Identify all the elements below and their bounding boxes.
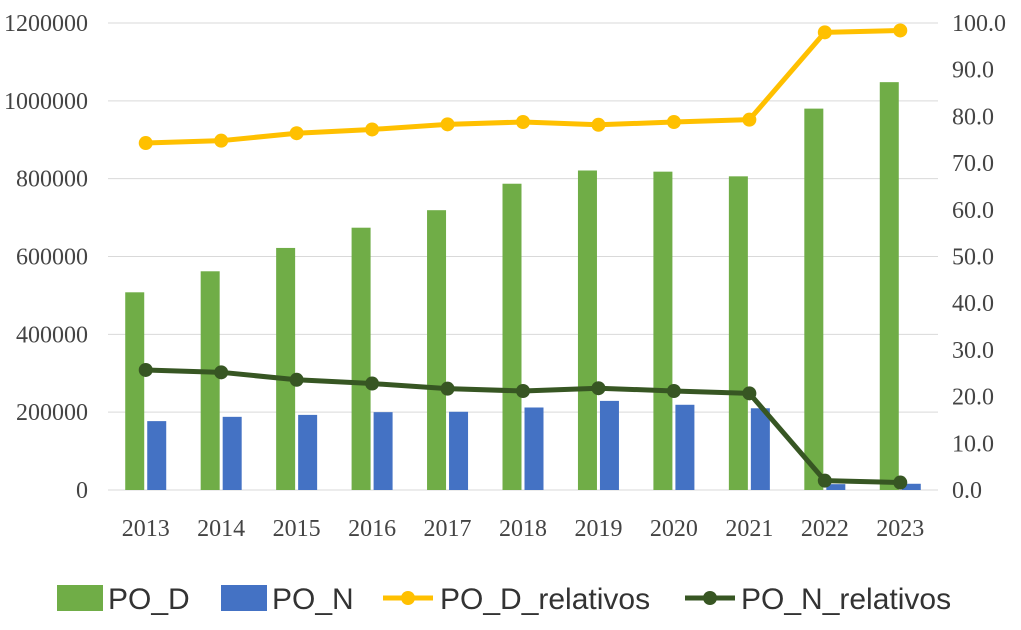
point-po-d-relativos (893, 23, 908, 38)
x-axis-ticks: 2013 2014 2015 2016 2017 2018 2019 2020 2021 2022… (122, 516, 925, 542)
x-tick-label: 2020 (650, 516, 698, 542)
gridlines (108, 22, 938, 491)
x-tick-label: 2017 (424, 516, 472, 542)
point-po-d-relativos (289, 126, 304, 141)
left-axis-ticks: 0 200000 400000 600000 800000 1000000 1200000 (4, 11, 88, 504)
x-tick-label: 2022 (801, 516, 849, 542)
right-tick-label: 30.0 (952, 338, 994, 364)
point-po-n-relativos (289, 372, 304, 387)
bar-po-n (449, 411, 469, 490)
bar-po-d (276, 247, 296, 490)
point-po-d-relativos (516, 115, 530, 130)
bar-po-d (502, 183, 522, 490)
bar-po-n (750, 408, 770, 490)
right-tick-label: 80.0 (952, 104, 994, 130)
point-po-n-relativos (893, 475, 908, 490)
lines (138, 23, 908, 490)
point-po-d-relativos (742, 112, 757, 127)
bar-po-n (826, 484, 846, 490)
point-po-n-relativos (516, 383, 530, 398)
point-po-n-relativos (214, 365, 229, 380)
bars (125, 82, 921, 491)
point-po-n-relativos (742, 386, 757, 401)
point-po-n-relativos (365, 376, 380, 391)
bar-po-d (125, 292, 145, 490)
right-tick-label: 90.0 (952, 58, 994, 84)
point-po-d-relativos (440, 117, 455, 132)
right-axis-ticks: 0.0 10.0 20.0 30.0 40.0 50.0 60.0 70.0 80.0 90.0 1… (952, 11, 1006, 504)
point-po-n-relativos (666, 383, 681, 398)
legend-label-po-n-relativos: PO_N_relativos (741, 583, 951, 616)
left-tick-label: 200000 (16, 400, 88, 426)
legend-label-po-n: PO_N (272, 583, 354, 616)
x-tick-label: 2014 (197, 516, 245, 542)
bar-po-n (373, 412, 393, 490)
bar-po-n (524, 407, 544, 490)
point-po-n-relativos (138, 362, 153, 377)
bar-po-n (222, 416, 242, 490)
right-tick-label: 70.0 (952, 151, 994, 177)
bar-po-d (427, 210, 447, 491)
point-po-d-relativos (138, 136, 153, 151)
point-po-n-relativos (440, 381, 455, 396)
point-po-d-relativos (666, 115, 681, 130)
bar-po-d (879, 82, 899, 491)
bar-po-n (675, 404, 695, 490)
x-tick-label: 2023 (876, 516, 924, 542)
left-tick-label: 800000 (16, 167, 88, 193)
x-tick-label: 2021 (725, 516, 773, 542)
bar-po-d (200, 271, 220, 490)
right-tick-label: 100.0 (952, 11, 1006, 37)
point-po-n-relativos (591, 381, 606, 396)
x-tick-label: 2018 (499, 516, 547, 542)
left-tick-label: 1200000 (4, 11, 88, 37)
point-po-d-relativos (591, 117, 606, 132)
point-po-d-relativos (214, 133, 229, 148)
left-tick-label: 0 (76, 478, 88, 504)
point-po-d-relativos (365, 122, 380, 137)
x-tick-label: 2015 (273, 516, 321, 542)
right-tick-label: 50.0 (952, 245, 994, 271)
point-po-n-relativos (817, 473, 832, 488)
right-tick-label: 10.0 (952, 431, 994, 457)
legend-label-po-d: PO_D (108, 583, 190, 616)
x-tick-label: 2013 (122, 516, 170, 542)
bar-po-d (351, 227, 371, 490)
right-tick-label: 60.0 (952, 198, 994, 224)
right-tick-label: 40.0 (952, 291, 994, 317)
bar-po-d (804, 108, 824, 490)
bar-po-d (728, 176, 748, 490)
bar-po-n (599, 400, 619, 490)
legend-swatch-po-d (57, 585, 103, 611)
legend-marker-po-n-relativos (703, 591, 717, 605)
bar-po-n (147, 421, 167, 490)
point-po-d-relativos (817, 25, 832, 40)
legend-swatch-po-n (221, 585, 267, 611)
x-tick-label: 2016 (348, 516, 396, 542)
bar-po-d (577, 170, 597, 490)
legend-marker-po-d-relativos (401, 591, 415, 605)
right-tick-label: 20.0 (952, 385, 994, 411)
right-tick-label: 0.0 (952, 478, 982, 504)
bar-po-d (653, 171, 673, 490)
x-tick-label: 2019 (574, 516, 622, 542)
legend: PO_D PO_N PO_D_relativos PO_N_relativos (57, 583, 951, 616)
left-tick-label: 400000 (16, 322, 88, 348)
bar-po-n (901, 483, 921, 490)
legend-label-po-d-relativos: PO_D_relativos (440, 583, 650, 616)
left-tick-label: 1000000 (4, 89, 88, 115)
bar-po-n (298, 414, 318, 490)
left-tick-label: 600000 (16, 245, 88, 271)
